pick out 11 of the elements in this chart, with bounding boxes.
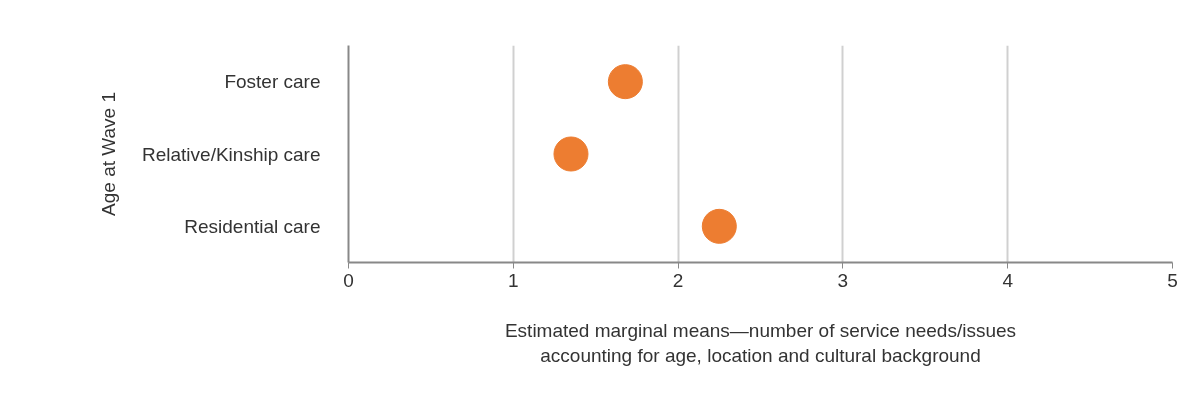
x-tick-label: 4 xyxy=(1002,269,1014,291)
x-tick-label: 1 xyxy=(508,269,519,291)
x-tick-label: 0 xyxy=(343,269,354,291)
y-tick-label: Foster care xyxy=(224,71,321,93)
y-tick-label: Residential care xyxy=(184,215,321,237)
x-tick-label: 5 xyxy=(1167,269,1178,291)
x-tick-label: 3 xyxy=(837,269,849,291)
y-axis-title: Age at Wave 1 xyxy=(98,92,120,216)
x-axis-title: Estimated marginal means—number of service needs/issues accounting for age, location and cultural background xyxy=(504,319,1017,366)
y-tick-label: Relative/Kinship care xyxy=(142,143,321,165)
x-tick-label: 2 xyxy=(672,269,684,291)
